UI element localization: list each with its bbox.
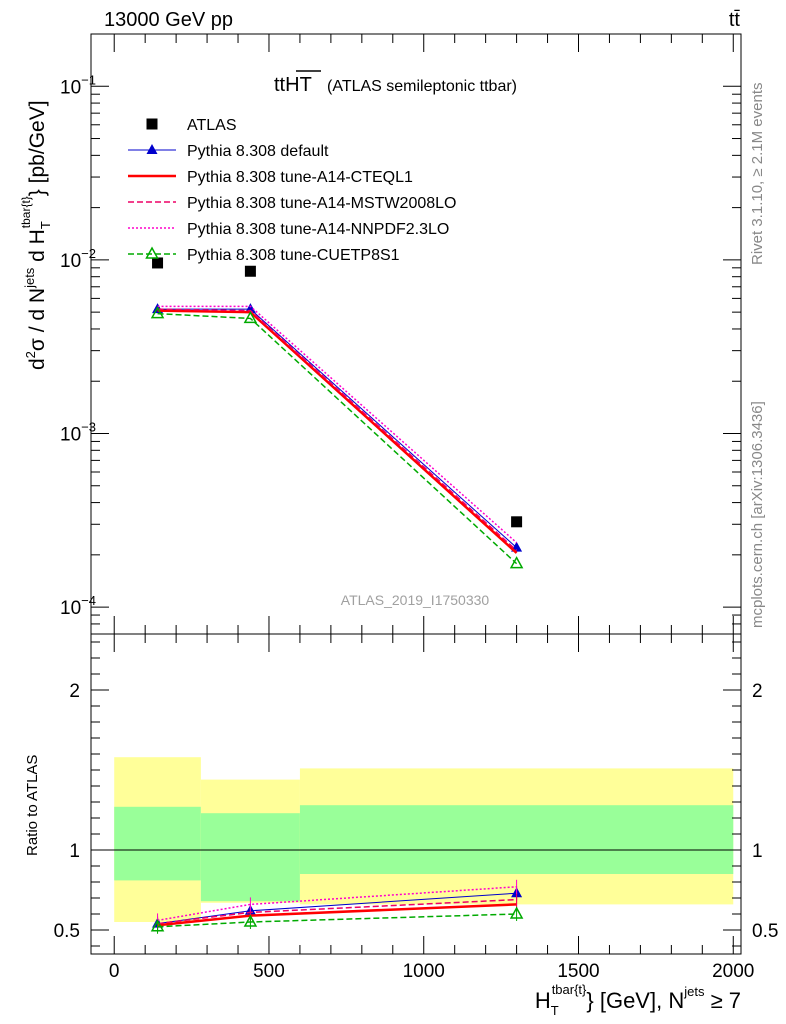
mcplots-label: mcplots.cern.ch [arXiv:1306.3436]	[749, 401, 766, 628]
main-ytick-exp: −3	[81, 419, 96, 434]
main-series-line-3	[157, 305, 518, 544]
xlabel-h: H	[535, 988, 551, 1013]
ratio-band-green	[200, 813, 300, 902]
ratio-ytick-label-right: 0.5	[752, 921, 778, 942]
xlabel-mid: } [GeV], N	[586, 988, 684, 1013]
atlas-data-point	[244, 265, 256, 277]
process-label: tt̄	[729, 9, 741, 31]
main-series-line-2	[157, 308, 518, 552]
legend: ATLAS Pythia 8.308 default Pythia 8.308 tu…	[128, 117, 456, 264]
main-ytick-label: 10−3	[60, 419, 96, 445]
rivet-label: Rivet 3.1.10, ≥ 2.1M events	[749, 83, 766, 266]
ylabel-t: T	[38, 221, 53, 229]
main-ytick-label: 10−4	[60, 593, 96, 619]
ratio-series-point-4	[150, 919, 165, 932]
atlas-data-point	[511, 516, 523, 528]
ylabel-d: d	[26, 358, 49, 370]
plot-title-overlined: HT	[285, 74, 312, 96]
main-ytick-exp: −1	[81, 72, 96, 87]
ratio-xtick-label: 1500	[557, 961, 599, 982]
main-y-axis-title: d2σ / d Njets d HTtbar{t}} [pb/GeV]	[19, 100, 53, 370]
ratio-ytick-label: 0.5	[54, 921, 80, 942]
main-ytick-base: 10	[60, 251, 81, 272]
ylabel-jets: jets	[22, 267, 37, 289]
ratio-xtick-label: 0	[109, 961, 120, 982]
main-axis-ticks: 10−110−210−310−4	[60, 33, 741, 635]
ratio-frame	[90, 633, 742, 955]
atlas-data-point	[152, 257, 164, 269]
ratio-panel: 0.5 0.5 1 1 2 2 0 500 1000 1500 2000 Ratio to ATLA…	[24, 633, 778, 1018]
main-series-point-4	[243, 310, 258, 324]
ratio-xtick-label: 1000	[403, 961, 445, 982]
ratio-ytick-label: 1	[69, 841, 80, 862]
legend-label: Pythia 8.308 tune-A14-MSTW2008LO	[187, 195, 456, 212]
main-panel: 10−110−210−310−4 ttHT (ATLAS semileptoni…	[19, 33, 742, 635]
plot-subtitle: (ATLAS semileptonic ttbar)	[327, 78, 517, 95]
ratio-bands	[114, 757, 734, 922]
ratio-band-green	[299, 805, 734, 874]
legend-marker	[145, 246, 159, 259]
ratio-series-point-4	[509, 906, 524, 919]
xlabel-t: T	[551, 1003, 559, 1018]
xlabel-tail: ≥ 7	[704, 988, 741, 1013]
legend-label: Pythia 8.308 tune-A14-CTEQL1	[187, 169, 413, 186]
xlabel-jets: jets	[683, 984, 705, 999]
ratio-ytick-label: 2	[69, 681, 80, 702]
legend-marker	[146, 144, 158, 154]
main-ytick-label: 10−2	[60, 246, 96, 272]
plot-title: ttHT	[274, 74, 312, 96]
main-ytick-base: 10	[60, 77, 81, 98]
main-series-point-4	[509, 556, 524, 569]
main-ytick-exp: −2	[81, 246, 96, 261]
main-series-line-4	[157, 312, 518, 565]
ylabel-sup2: 2	[23, 351, 38, 358]
ratio-y-axis-title: Ratio to ATLAS	[24, 755, 41, 856]
main-ytick-base: 10	[60, 598, 81, 619]
main-series-line-1	[157, 309, 518, 554]
ratio-xtick-label: 2000	[712, 961, 754, 982]
ratio-ytick-label-right: 1	[752, 841, 763, 862]
ratio-band-green	[114, 806, 201, 881]
legend-marker-atlas	[146, 118, 158, 130]
ratio-axis-ticks: 0.5 0.5 1 1 2 2 0 500 1000 1500 2000	[54, 634, 778, 982]
plot-title-main: tt	[274, 74, 286, 96]
legend-label: ATLAS	[187, 117, 237, 134]
energy-label: 13000 GeV pp	[104, 9, 233, 31]
ratio-series-point-4	[243, 914, 258, 927]
ylabel-unit: } [pb/GeV]	[26, 100, 49, 196]
main-series-line-0	[157, 308, 517, 549]
main-series-point-4	[150, 306, 165, 319]
ylabel-sigma: σ / d N	[26, 288, 49, 351]
ratio-xtick-label: 500	[253, 961, 285, 982]
ylabel-tbar: tbar{t}	[19, 196, 33, 228]
ylabel-dh: d H	[26, 229, 49, 268]
ratio-series-group	[150, 879, 524, 934]
main-series-group	[150, 257, 524, 569]
ratio-ytick-label-right: 2	[752, 681, 763, 702]
analysis-watermark: ATLAS_2019_I1750330	[341, 592, 490, 608]
legend-label: Pythia 8.308 tune-CUETP8S1	[187, 247, 400, 264]
legend-label: Pythia 8.308 default	[187, 143, 329, 160]
legend-label: Pythia 8.308 tune-A14-NNPDF2.3LO	[187, 221, 449, 238]
main-ytick-base: 10	[60, 424, 81, 445]
main-ytick-label: 10−1	[60, 72, 96, 98]
xlabel-tbar: tbar{t}	[552, 982, 587, 997]
ratio-series-line-3	[157, 886, 517, 922]
main-ytick-exp: −4	[81, 593, 96, 608]
x-axis-title: HTtbar{t}} [GeV], Njets ≥ 7	[535, 982, 741, 1018]
